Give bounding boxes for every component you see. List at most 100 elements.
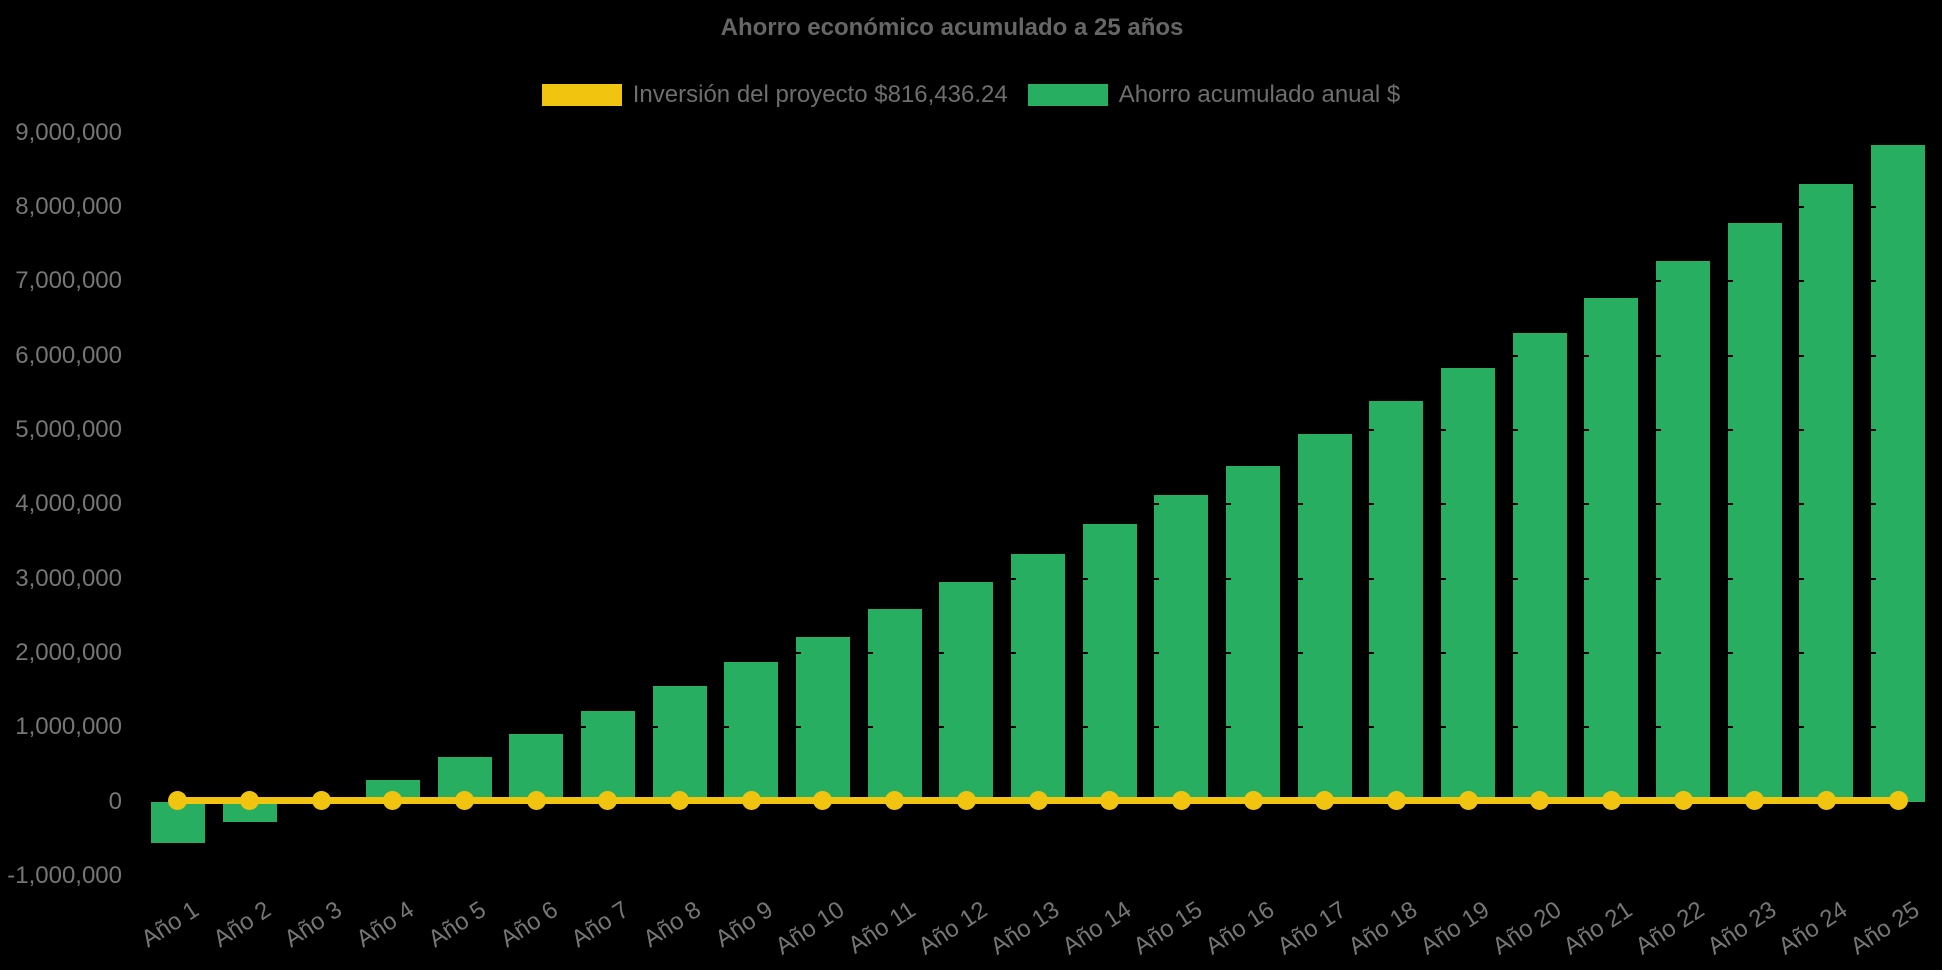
line-marker-ano-21[interactable] <box>1601 791 1621 810</box>
line-marker-ano-8[interactable] <box>670 791 690 810</box>
bar-ano-20[interactable] <box>1512 333 1567 802</box>
bar-ano-24[interactable] <box>1799 184 1854 802</box>
line-marker-ano-1[interactable] <box>168 791 188 810</box>
line-marker-ano-10[interactable] <box>813 791 833 810</box>
line-marker-ano-7[interactable] <box>598 791 618 810</box>
line-marker-ano-6[interactable] <box>526 791 546 810</box>
legend-swatch-savings-icon <box>1027 84 1108 106</box>
line-marker-ano-19[interactable] <box>1458 791 1478 810</box>
line-marker-ano-13[interactable] <box>1028 791 1048 810</box>
bar-ano-25[interactable] <box>1871 145 1926 802</box>
bar-ano-13[interactable] <box>1011 554 1065 802</box>
gridline-notch <box>1727 429 1733 431</box>
x-tick-label-ano-24: Año 24 <box>1774 896 1853 961</box>
line-marker-ano-14[interactable] <box>1100 791 1120 810</box>
line-marker-ano-20[interactable] <box>1530 791 1550 810</box>
line-marker-ano-22[interactable] <box>1673 791 1693 810</box>
x-tick-label-ano-14: Año 14 <box>1057 896 1136 961</box>
line-marker-ano-9[interactable] <box>741 791 761 810</box>
gridline-notch <box>1154 726 1160 729</box>
gridline-notch <box>1441 577 1447 580</box>
legend-label-savings: Ahorro acumulado anual $ <box>1118 81 1401 108</box>
bar-ano-21[interactable] <box>1584 297 1639 802</box>
gridline-notch <box>1297 503 1303 506</box>
bar-ano-22[interactable] <box>1656 261 1711 802</box>
gridline-notch <box>1512 651 1518 654</box>
x-tick-label-ano-11: Año 11 <box>843 896 921 960</box>
gridline-notch <box>1871 280 1877 283</box>
y-tick-label: 9,000,000 <box>15 118 122 146</box>
line-marker-ano-11[interactable] <box>885 791 905 810</box>
line-marker-ano-25[interactable] <box>1888 791 1908 810</box>
x-tick-label-ano-9: Año 9 <box>710 896 778 953</box>
gridline-notch <box>1512 429 1518 431</box>
bar-ano-11[interactable] <box>867 609 922 802</box>
gridline-notch <box>1799 429 1805 431</box>
gridline-notch <box>1799 577 1805 580</box>
bar-ano-8[interactable] <box>652 685 707 802</box>
x-tick-label-ano-7: Año 7 <box>566 896 635 953</box>
legend-item-savings[interactable]: Ahorro acumulado anual $ <box>1027 81 1401 108</box>
line-marker-ano-16[interactable] <box>1243 791 1263 810</box>
y-tick-label: 4,000,000 <box>15 490 122 518</box>
bar-ano-12[interactable] <box>939 581 994 802</box>
bar-ano-16[interactable] <box>1226 465 1281 802</box>
bar-ano-17[interactable] <box>1297 434 1352 802</box>
gridline-notch <box>1512 726 1518 729</box>
gridline-notch <box>1799 651 1805 654</box>
chart-legend: Inversión del proyecto $816,436.24 Ahorr… <box>0 82 1942 108</box>
bar-ano-2[interactable] <box>222 801 277 823</box>
line-marker-ano-5[interactable] <box>455 791 475 810</box>
gridline-notch <box>1441 726 1447 729</box>
bar-ano-18[interactable] <box>1369 401 1424 802</box>
gridline-notch <box>1011 577 1016 580</box>
line-marker-ano-3[interactable] <box>311 791 331 810</box>
gridline-notch <box>1584 429 1590 431</box>
gridline-notch <box>1512 354 1518 357</box>
line-marker-ano-2[interactable] <box>240 791 260 810</box>
x-tick-label-ano-12: Año 12 <box>913 896 993 961</box>
gridline-notch <box>652 726 658 729</box>
gridline-notch <box>1727 354 1733 357</box>
gridline-notch <box>939 651 945 654</box>
bar-ano-10[interactable] <box>795 636 850 802</box>
gridline-notch <box>1082 577 1088 580</box>
line-marker-ano-12[interactable] <box>956 791 976 810</box>
gridline-notch <box>867 726 873 729</box>
legend-item-investment[interactable]: Inversión del proyecto $816,436.24 <box>541 81 1008 108</box>
bar-ano-4[interactable] <box>365 780 420 802</box>
bar-ano-9[interactable] <box>724 661 779 802</box>
x-tick-label-ano-22: Año 22 <box>1630 896 1710 961</box>
y-tick-label: 3,000,000 <box>15 564 122 592</box>
bar-ano-7[interactable] <box>580 710 635 802</box>
line-marker-ano-18[interactable] <box>1386 791 1406 810</box>
bar-ano-23[interactable] <box>1727 222 1782 802</box>
gridline-notch <box>724 726 730 729</box>
gridline-notch <box>1727 726 1733 729</box>
gridline-notch <box>1297 651 1303 654</box>
x-tick-label-ano-3: Año 3 <box>280 896 348 953</box>
legend-label-investment: Inversión del proyecto $816,436.24 <box>632 81 1008 108</box>
gridline-notch <box>1727 503 1733 506</box>
x-tick-label-ano-10: Año 10 <box>770 896 850 961</box>
line-marker-ano-23[interactable] <box>1745 791 1765 810</box>
gridline-notch <box>1154 503 1160 506</box>
gridline-notch <box>1226 577 1232 580</box>
bar-ano-14[interactable] <box>1082 524 1137 802</box>
line-marker-ano-15[interactable] <box>1171 791 1191 810</box>
gridline-notch <box>1584 354 1590 357</box>
line-marker-ano-4[interactable] <box>383 791 403 810</box>
x-tick-label-ano-15: Año 15 <box>1129 896 1208 961</box>
bar-ano-19[interactable] <box>1441 367 1496 802</box>
bar-ano-6[interactable] <box>509 733 564 802</box>
gridline-notch <box>1727 280 1733 283</box>
bar-ano-15[interactable] <box>1154 495 1209 802</box>
line-marker-ano-24[interactable] <box>1816 791 1836 810</box>
gridline-notch <box>1154 651 1160 654</box>
gridline-notch <box>1871 354 1877 357</box>
gridline-notch <box>1512 503 1518 506</box>
gridline-notch <box>939 726 945 729</box>
gridline-notch <box>867 651 873 654</box>
line-marker-ano-17[interactable] <box>1315 791 1335 810</box>
